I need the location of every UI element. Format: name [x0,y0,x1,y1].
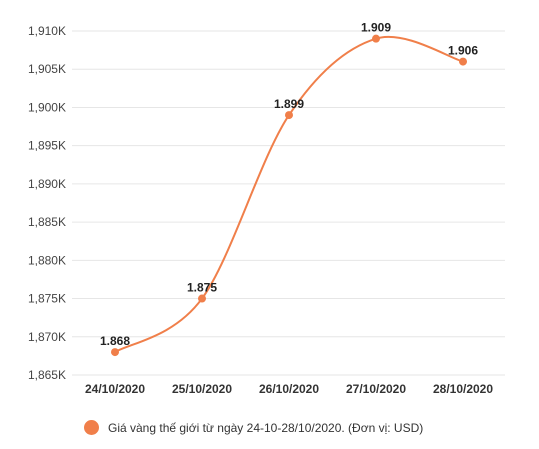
data-label: 1.909 [361,21,391,35]
data-label: 1.875 [187,281,217,295]
x-tick-label: 24/10/2020 [85,382,145,396]
y-tick-label: 1,870K [28,330,66,344]
legend[interactable]: Giá vàng thế giới từ ngày 24-10-28/10/20… [84,420,423,435]
data-point[interactable] [111,348,119,357]
y-axis-ticks: 1,865K 1,870K 1,875K 1,880K 1,885K 1,890K 1,89… [28,24,66,382]
data-label: 1.899 [274,97,304,111]
y-tick-label: 1,900K [28,100,66,114]
gridlines [72,30,505,376]
data-point[interactable] [372,34,380,43]
y-tick-label: 1,905K [28,62,66,76]
x-axis-ticks: 24/10/2020 25/10/2020 26/10/2020 27/10/2020… [85,382,493,396]
data-label: 1.906 [448,44,478,58]
x-tick-label: 27/10/2020 [346,382,406,396]
y-tick-label: 1,875K [28,292,66,306]
x-tick-label: 26/10/2020 [259,382,319,396]
x-tick-label: 25/10/2020 [172,382,232,396]
data-point[interactable] [459,57,467,66]
y-tick-label: 1,910K [28,24,66,38]
data-points [111,34,467,357]
y-tick-label: 1,890K [28,177,66,191]
y-tick-label: 1,865K [28,368,66,382]
legend-marker-icon [84,420,99,435]
x-tick-label: 28/10/2020 [433,382,493,396]
data-point[interactable] [285,111,293,120]
legend-label: Giá vàng thế giới từ ngày 24-10-28/10/20… [108,420,424,435]
series-line [114,36,464,353]
data-labels: 1.868 1.875 1.899 1.909 1.906 [100,21,478,348]
y-tick-label: 1,885K [28,215,66,229]
y-tick-label: 1,895K [28,139,66,153]
y-tick-label: 1,880K [28,253,66,267]
data-point[interactable] [198,294,206,303]
data-label: 1.868 [100,334,130,348]
